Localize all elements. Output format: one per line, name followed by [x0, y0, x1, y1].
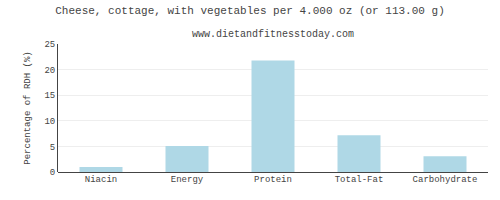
svg-text:Total-Fat: Total-Fat — [335, 175, 384, 185]
svg-text:Energy: Energy — [171, 175, 204, 185]
svg-text:Carbohydrate: Carbohydrate — [413, 175, 478, 185]
svg-text:10: 10 — [44, 117, 55, 127]
svg-text:25: 25 — [44, 40, 55, 50]
svg-text:Niacin: Niacin — [85, 175, 117, 185]
svg-text:5: 5 — [50, 143, 55, 153]
svg-text:Protein: Protein — [254, 175, 292, 185]
svg-text:Percentage of RDH (%): Percentage of RDH (%) — [23, 51, 33, 164]
svg-text:15: 15 — [44, 91, 55, 101]
svg-text:20: 20 — [44, 66, 55, 76]
svg-text:www.dietandfitnesstoday.com: www.dietandfitnesstoday.com — [192, 29, 354, 40]
svg-text:0: 0 — [50, 168, 55, 178]
svg-text:Cheese, cottage, with vegetabl: Cheese, cottage, with vegetables per 4.0… — [55, 5, 444, 17]
